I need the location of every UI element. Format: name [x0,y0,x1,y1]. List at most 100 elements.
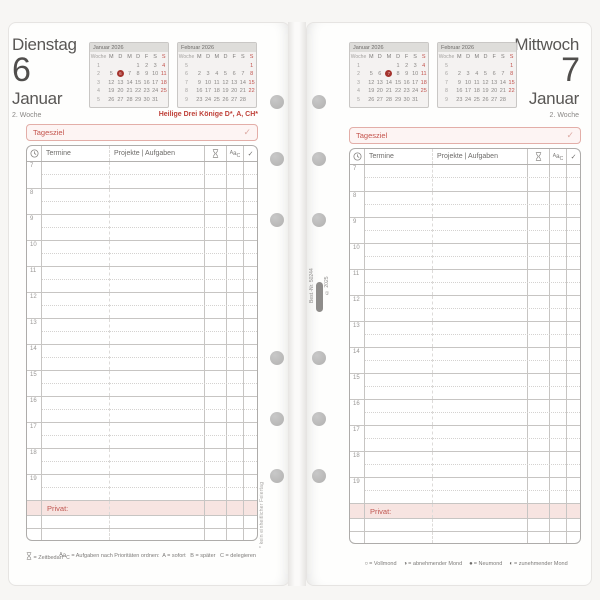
mini-calendar[interactable]: Januar 2026 Woche M D M D F S S 1 1 2 3 4 2 5 6 7 8 9 10 11 3 1… [89,42,169,108]
done-cell[interactable] [244,397,257,422]
calendar-day[interactable]: 21 [239,88,246,95]
notes-duration-cell[interactable] [528,519,550,531]
calendar-day[interactable]: 26 [108,96,115,103]
duration-cell[interactable] [528,270,550,295]
calendar-day[interactable]: 17 [204,88,212,95]
calendar-day[interactable]: 21 [499,88,506,95]
calendar-day[interactable]: 29 [135,96,142,103]
calendar-day[interactable]: 18 [213,88,220,95]
done-cell[interactable] [244,189,257,214]
termine-cell[interactable] [42,215,110,240]
calendar-day[interactable]: 8 [510,71,514,78]
termine-cell[interactable] [365,218,433,243]
projekte-cell[interactable] [110,162,205,188]
calendar-day[interactable]: 10 [464,79,472,86]
termine-cell[interactable] [365,374,433,399]
projekte-cell[interactable] [433,270,528,295]
calendar-day[interactable]: 15 [135,79,142,86]
priority-cell[interactable] [227,293,244,318]
notes-duration-cell[interactable] [205,516,227,528]
done-cell[interactable] [244,293,257,318]
notes-projekte-cell[interactable] [433,532,528,543]
calendar-day[interactable]: 10 [152,71,159,78]
notes-priority-cell[interactable] [227,529,244,540]
calendar-day[interactable]: 24 [204,96,212,103]
calendar-day[interactable]: 28 [126,96,133,103]
calendar-day[interactable]: 19 [368,88,375,95]
priority-cell[interactable] [550,322,567,347]
notes-priority-cell[interactable] [550,519,567,531]
termine-cell[interactable] [365,452,433,477]
calendar-day[interactable]: 9 [197,79,201,86]
priority-cell[interactable] [550,452,567,477]
duration-cell[interactable] [205,449,227,474]
done-cell[interactable] [244,267,257,292]
termine-cell[interactable] [365,165,433,191]
termine-cell[interactable] [365,244,433,269]
projekte-cell[interactable] [110,345,205,370]
duration-cell[interactable] [205,423,227,448]
notes-duration-cell[interactable] [528,532,550,543]
termine-cell[interactable] [42,293,110,318]
priority-cell[interactable] [550,478,567,503]
notes-row[interactable] [27,515,257,528]
privat-done-cell[interactable] [244,501,257,515]
calendar-day[interactable]: 16 [403,79,410,86]
termine-cell[interactable] [365,348,433,373]
projekte-cell[interactable] [110,293,205,318]
termine-cell[interactable] [365,478,433,503]
done-cell[interactable] [567,322,580,347]
privat-priority-cell[interactable] [227,501,244,515]
tagesziel-input[interactable]: Tagesziel ✓ [26,124,258,141]
calendar-day[interactable]: 15 [508,79,515,86]
duration-cell[interactable] [205,345,227,370]
projekte-cell[interactable] [433,348,528,373]
calendar-day[interactable]: 21 [385,88,392,95]
calendar-day[interactable]: 14 [239,79,246,86]
calendar-day[interactable]: 8 [396,71,400,78]
calendar-day[interactable]: 31 [152,96,159,103]
calendar-day[interactable]: 9 [457,79,461,86]
notes-row[interactable] [350,518,580,531]
priority-cell[interactable] [227,267,244,292]
calendar-day[interactable]: 27 [376,96,383,103]
notes-done-cell[interactable] [244,529,257,540]
priority-cell[interactable] [227,449,244,474]
duration-cell[interactable] [205,162,227,188]
termine-cell[interactable] [42,475,110,500]
calendar-day[interactable]: 25 [420,88,427,95]
calendar-day[interactable]: 14 [126,79,133,86]
projekte-cell[interactable] [110,423,205,448]
calendar-day[interactable]: 5 [483,71,487,78]
termine-cell[interactable] [365,400,433,425]
calendar-day[interactable]: 21 [126,88,133,95]
calendar-day[interactable]: 4 [475,71,479,78]
calendar-day[interactable]: 24 [152,88,159,95]
calendar-day[interactable]: 1 [396,62,400,69]
done-cell[interactable] [567,165,580,191]
calendar-day[interactable]: 9 [405,71,409,78]
priority-cell[interactable] [227,345,244,370]
calendar-day[interactable]: 22 [135,88,142,95]
calendar-day[interactable]: 28 [499,96,506,103]
calendar-day[interactable]: 13 [117,79,124,86]
calendar-day[interactable]: 11 [213,79,220,86]
calendar-day[interactable]: 7 [501,71,505,78]
termine-cell[interactable] [365,322,433,347]
calendar-day[interactable]: 25 [213,96,220,103]
done-cell[interactable] [567,452,580,477]
priority-cell[interactable] [227,423,244,448]
priority-cell[interactable] [227,215,244,240]
calendar-day[interactable]: 3 [466,71,470,78]
projekte-cell[interactable] [433,165,528,191]
calendar-day[interactable]: 15 [395,79,402,86]
projekte-cell[interactable] [110,319,205,344]
calendar-day[interactable]: 22 [508,88,515,95]
calendar-day[interactable]: 7 [384,70,394,79]
calendar-day[interactable]: 7 [128,71,132,78]
projekte-cell[interactable] [110,267,205,292]
priority-cell[interactable] [550,165,567,191]
calendar-day[interactable]: 31 [412,96,419,103]
calendar-day[interactable]: 25 [473,96,480,103]
notes-priority-cell[interactable] [227,516,244,528]
